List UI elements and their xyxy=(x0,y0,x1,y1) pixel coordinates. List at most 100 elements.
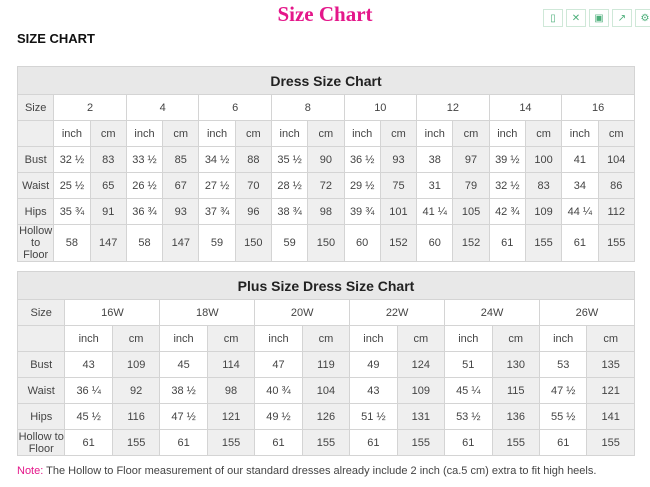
row-label: Hips xyxy=(16,198,55,225)
unit-cm: cm xyxy=(379,120,418,147)
value-cell: 131 xyxy=(396,403,446,430)
table-row: Hollow to Floor 61 155 61 155 61 155 61 155 61 155… xyxy=(16,429,635,456)
size-header: 12 xyxy=(416,94,490,121)
value-cell: 32 ½ xyxy=(53,146,91,173)
settings-icon[interactable]: ⚙ xyxy=(635,9,650,27)
value-cell: 121 xyxy=(206,403,256,430)
value-cell: 109 xyxy=(111,351,161,378)
unit-cm: cm xyxy=(111,325,161,352)
value-cell: 61 xyxy=(159,429,208,456)
unit-inch: inch xyxy=(538,325,588,352)
value-cell: 152 xyxy=(452,224,490,262)
unit-inch: inch xyxy=(53,120,91,147)
caption-row: Plus Size Dress Size Chart xyxy=(17,271,635,300)
unit-inch: inch xyxy=(349,325,398,352)
fullscreen-icon[interactable]: ✕ xyxy=(566,9,586,27)
value-cell: 100 xyxy=(524,146,563,173)
size-header: 14 xyxy=(488,94,563,121)
unit-cm: cm xyxy=(206,325,256,352)
value-cell: 65 xyxy=(89,172,127,199)
unit-inch: inch xyxy=(270,120,309,147)
value-cell: 38 ¾ xyxy=(270,198,309,225)
size-row: Size 16W 18W 20W 22W 24W 26W xyxy=(16,299,636,326)
size-header: 2 xyxy=(53,94,127,121)
size-label: Size xyxy=(16,299,66,326)
value-cell: 35 ½ xyxy=(270,146,309,173)
row-label: Bust xyxy=(16,146,55,173)
value-cell: 130 xyxy=(491,351,540,378)
value-cell: 135 xyxy=(586,351,635,378)
value-cell: 155 xyxy=(524,224,563,262)
page-title: Size Chart xyxy=(277,2,373,26)
value-cell: 115 xyxy=(491,377,540,404)
unit-cm: cm xyxy=(452,120,490,147)
size-label: Size xyxy=(16,94,55,121)
value-cell: 155 xyxy=(597,224,635,262)
value-cell: 35 ¾ xyxy=(53,198,91,225)
value-cell: 58 xyxy=(125,224,164,262)
value-cell: 109 xyxy=(524,198,563,225)
empty-cell xyxy=(16,120,55,147)
note-prefix: Note: xyxy=(17,465,44,477)
value-cell: 45 ½ xyxy=(64,403,113,430)
value-cell: 155 xyxy=(586,429,635,456)
value-cell: 53 ½ xyxy=(444,403,493,430)
bookmark-icon[interactable]: ▯ xyxy=(543,9,563,27)
value-cell: 61 xyxy=(538,429,588,456)
value-cell: 155 xyxy=(111,429,161,456)
table-title: Dress Size Chart xyxy=(17,66,635,95)
value-cell: 38 ½ xyxy=(159,377,208,404)
value-cell: 31 xyxy=(416,172,454,199)
value-cell: 98 xyxy=(206,377,256,404)
caption-row: Dress Size Chart xyxy=(17,66,635,95)
unit-inch: inch xyxy=(561,120,599,147)
value-cell: 51 xyxy=(444,351,493,378)
unit-cm: cm xyxy=(597,120,635,147)
table-row: Waist 25 ½ 65 26 ½ 67 27 ½ 70 28 ½ 72 29 ½ 75 31 79 3… xyxy=(16,172,635,199)
value-cell: 67 xyxy=(162,172,200,199)
note: Note: The Hollow to Floor measurement of… xyxy=(17,465,596,477)
value-cell: 121 xyxy=(586,377,635,404)
value-cell: 40 ¾ xyxy=(254,377,303,404)
value-cell: 61 xyxy=(488,224,526,262)
table-row: Hips 45 ½ 116 47 ½ 121 49 ½ 126 51 ½ 131 53 ½ 136 5… xyxy=(16,403,635,430)
size-header: 20W xyxy=(254,299,351,326)
value-cell: 91 xyxy=(89,198,127,225)
size-header: 16 xyxy=(561,94,635,121)
value-cell: 83 xyxy=(89,146,127,173)
unit-inch: inch xyxy=(416,120,454,147)
value-cell: 70 xyxy=(234,172,272,199)
unit-cm: cm xyxy=(162,120,200,147)
value-cell: 34 ½ xyxy=(198,146,236,173)
unit-cm: cm xyxy=(586,325,635,352)
table-row: Waist 36 ¼ 92 38 ½ 98 40 ¾ 104 43 109 45 ¼ 115 47 ½… xyxy=(16,377,635,404)
value-cell: 33 ½ xyxy=(125,146,164,173)
value-cell: 136 xyxy=(491,403,540,430)
table-row: Bust 32 ½ 83 33 ½ 85 34 ½ 88 35 ½ 90 36 ½ 93 38 97 39… xyxy=(16,146,635,173)
value-cell: 150 xyxy=(307,224,345,262)
value-cell: 61 xyxy=(561,224,599,262)
value-cell: 61 xyxy=(64,429,113,456)
size-header: 6 xyxy=(198,94,272,121)
save-icon[interactable]: ▣ xyxy=(589,9,609,27)
value-cell: 112 xyxy=(597,198,635,225)
value-cell: 36 ¼ xyxy=(64,377,113,404)
value-cell: 93 xyxy=(162,198,200,225)
value-cell: 45 xyxy=(159,351,208,378)
value-cell: 155 xyxy=(206,429,256,456)
unit-inch: inch xyxy=(159,325,208,352)
value-cell: 61 xyxy=(254,429,303,456)
value-cell: 44 ¼ xyxy=(561,198,599,225)
value-cell: 147 xyxy=(89,224,127,262)
value-cell: 98 xyxy=(307,198,345,225)
value-cell: 141 xyxy=(586,403,635,430)
value-cell: 29 ½ xyxy=(343,172,381,199)
value-cell: 43 xyxy=(64,351,113,378)
size-header: 24W xyxy=(444,299,540,326)
value-cell: 25 ½ xyxy=(53,172,91,199)
value-cell: 49 xyxy=(349,351,398,378)
size-row: Size 2 4 6 8 10 12 14 16 xyxy=(16,94,635,121)
section-heading: SIZE CHART xyxy=(17,31,95,46)
value-cell: 55 ½ xyxy=(538,403,588,430)
share-icon[interactable]: ↗ xyxy=(612,9,632,27)
